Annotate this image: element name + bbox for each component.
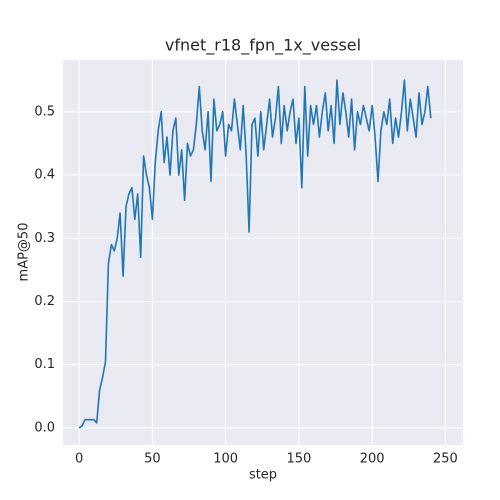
x-tick-label: 150 [286,452,311,467]
y-tick-label: 0.3 [34,231,55,246]
x-tick-label: 200 [360,452,385,467]
plot-area [63,60,463,445]
x-tick-label: 250 [433,452,458,467]
y-tick-label: 0.4 [34,168,55,183]
y-tick-label: 0.1 [34,357,55,372]
x-tick-label: 100 [213,452,238,467]
x-tick-label: 50 [144,452,161,467]
y-tick-label: 0.0 [34,420,55,435]
line [78,79,432,429]
y-tick-label: 0.2 [34,294,55,309]
x-tick-label: 0 [75,452,83,467]
y-axis-label: mAP@50 [17,223,32,282]
y-tick-label: 0.5 [34,104,55,119]
x-axis-label: step [249,468,277,483]
chart-title: vfnet_r18_fpn_1x_vessel [165,36,361,56]
